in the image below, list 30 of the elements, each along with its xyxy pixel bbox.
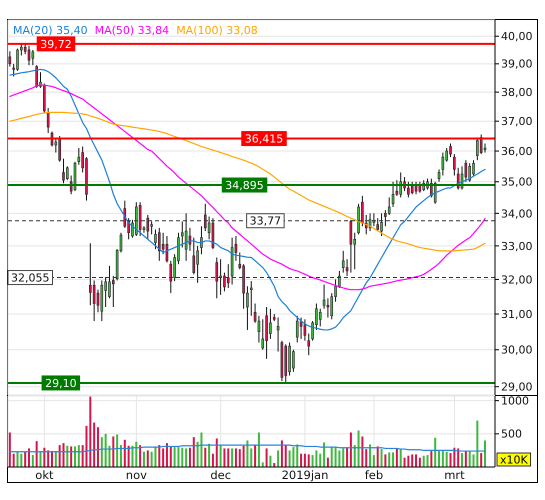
y-tick-label: 31,00 (501, 308, 532, 321)
y-tick-label: 1000 (501, 394, 529, 408)
y-tick-label: 39,00 (501, 58, 532, 71)
y-tick-label: 35,00 (501, 176, 532, 189)
ref-line-label: 32,055 (11, 272, 50, 285)
x-tick-label: dec (210, 468, 232, 482)
x-tick-label: feb (364, 468, 384, 482)
y-tick-label: 30,00 (501, 344, 532, 357)
y-tick-label: 500 (501, 428, 522, 441)
x-tick-label: mrt (444, 468, 466, 482)
ref-line-label: 39,72 (40, 38, 72, 51)
text: MA(100) 33,08 (176, 24, 258, 37)
ref-line-label: 36,415 (244, 132, 284, 146)
y-tick-label: 29,00 (501, 380, 532, 394)
ref-line-label: 29,10 (45, 376, 77, 390)
y-tick-label: 34,00 (501, 207, 532, 220)
text: MA(20) 35,40 (13, 24, 88, 37)
y-tick-label: 36,00 (501, 144, 532, 158)
x-tick-label: okt (35, 468, 54, 482)
y-tick-label: 38,00 (501, 86, 532, 100)
y-tick-label: 37,00 (501, 115, 532, 128)
ref-line-label: 33,77 (250, 214, 282, 228)
y-tick-label: 32,00 (501, 273, 532, 286)
y-tick-label: 40,00 (501, 30, 532, 44)
x-tick-label: nov (126, 468, 148, 482)
y-tick-label: 33,00 (501, 240, 532, 253)
text: MA(50) 33,84 (94, 24, 170, 37)
x-tick-label: 2019jan (282, 468, 328, 482)
y-axis-title: x10K (500, 453, 528, 466)
ref-line-label: 34,895 (225, 178, 264, 192)
